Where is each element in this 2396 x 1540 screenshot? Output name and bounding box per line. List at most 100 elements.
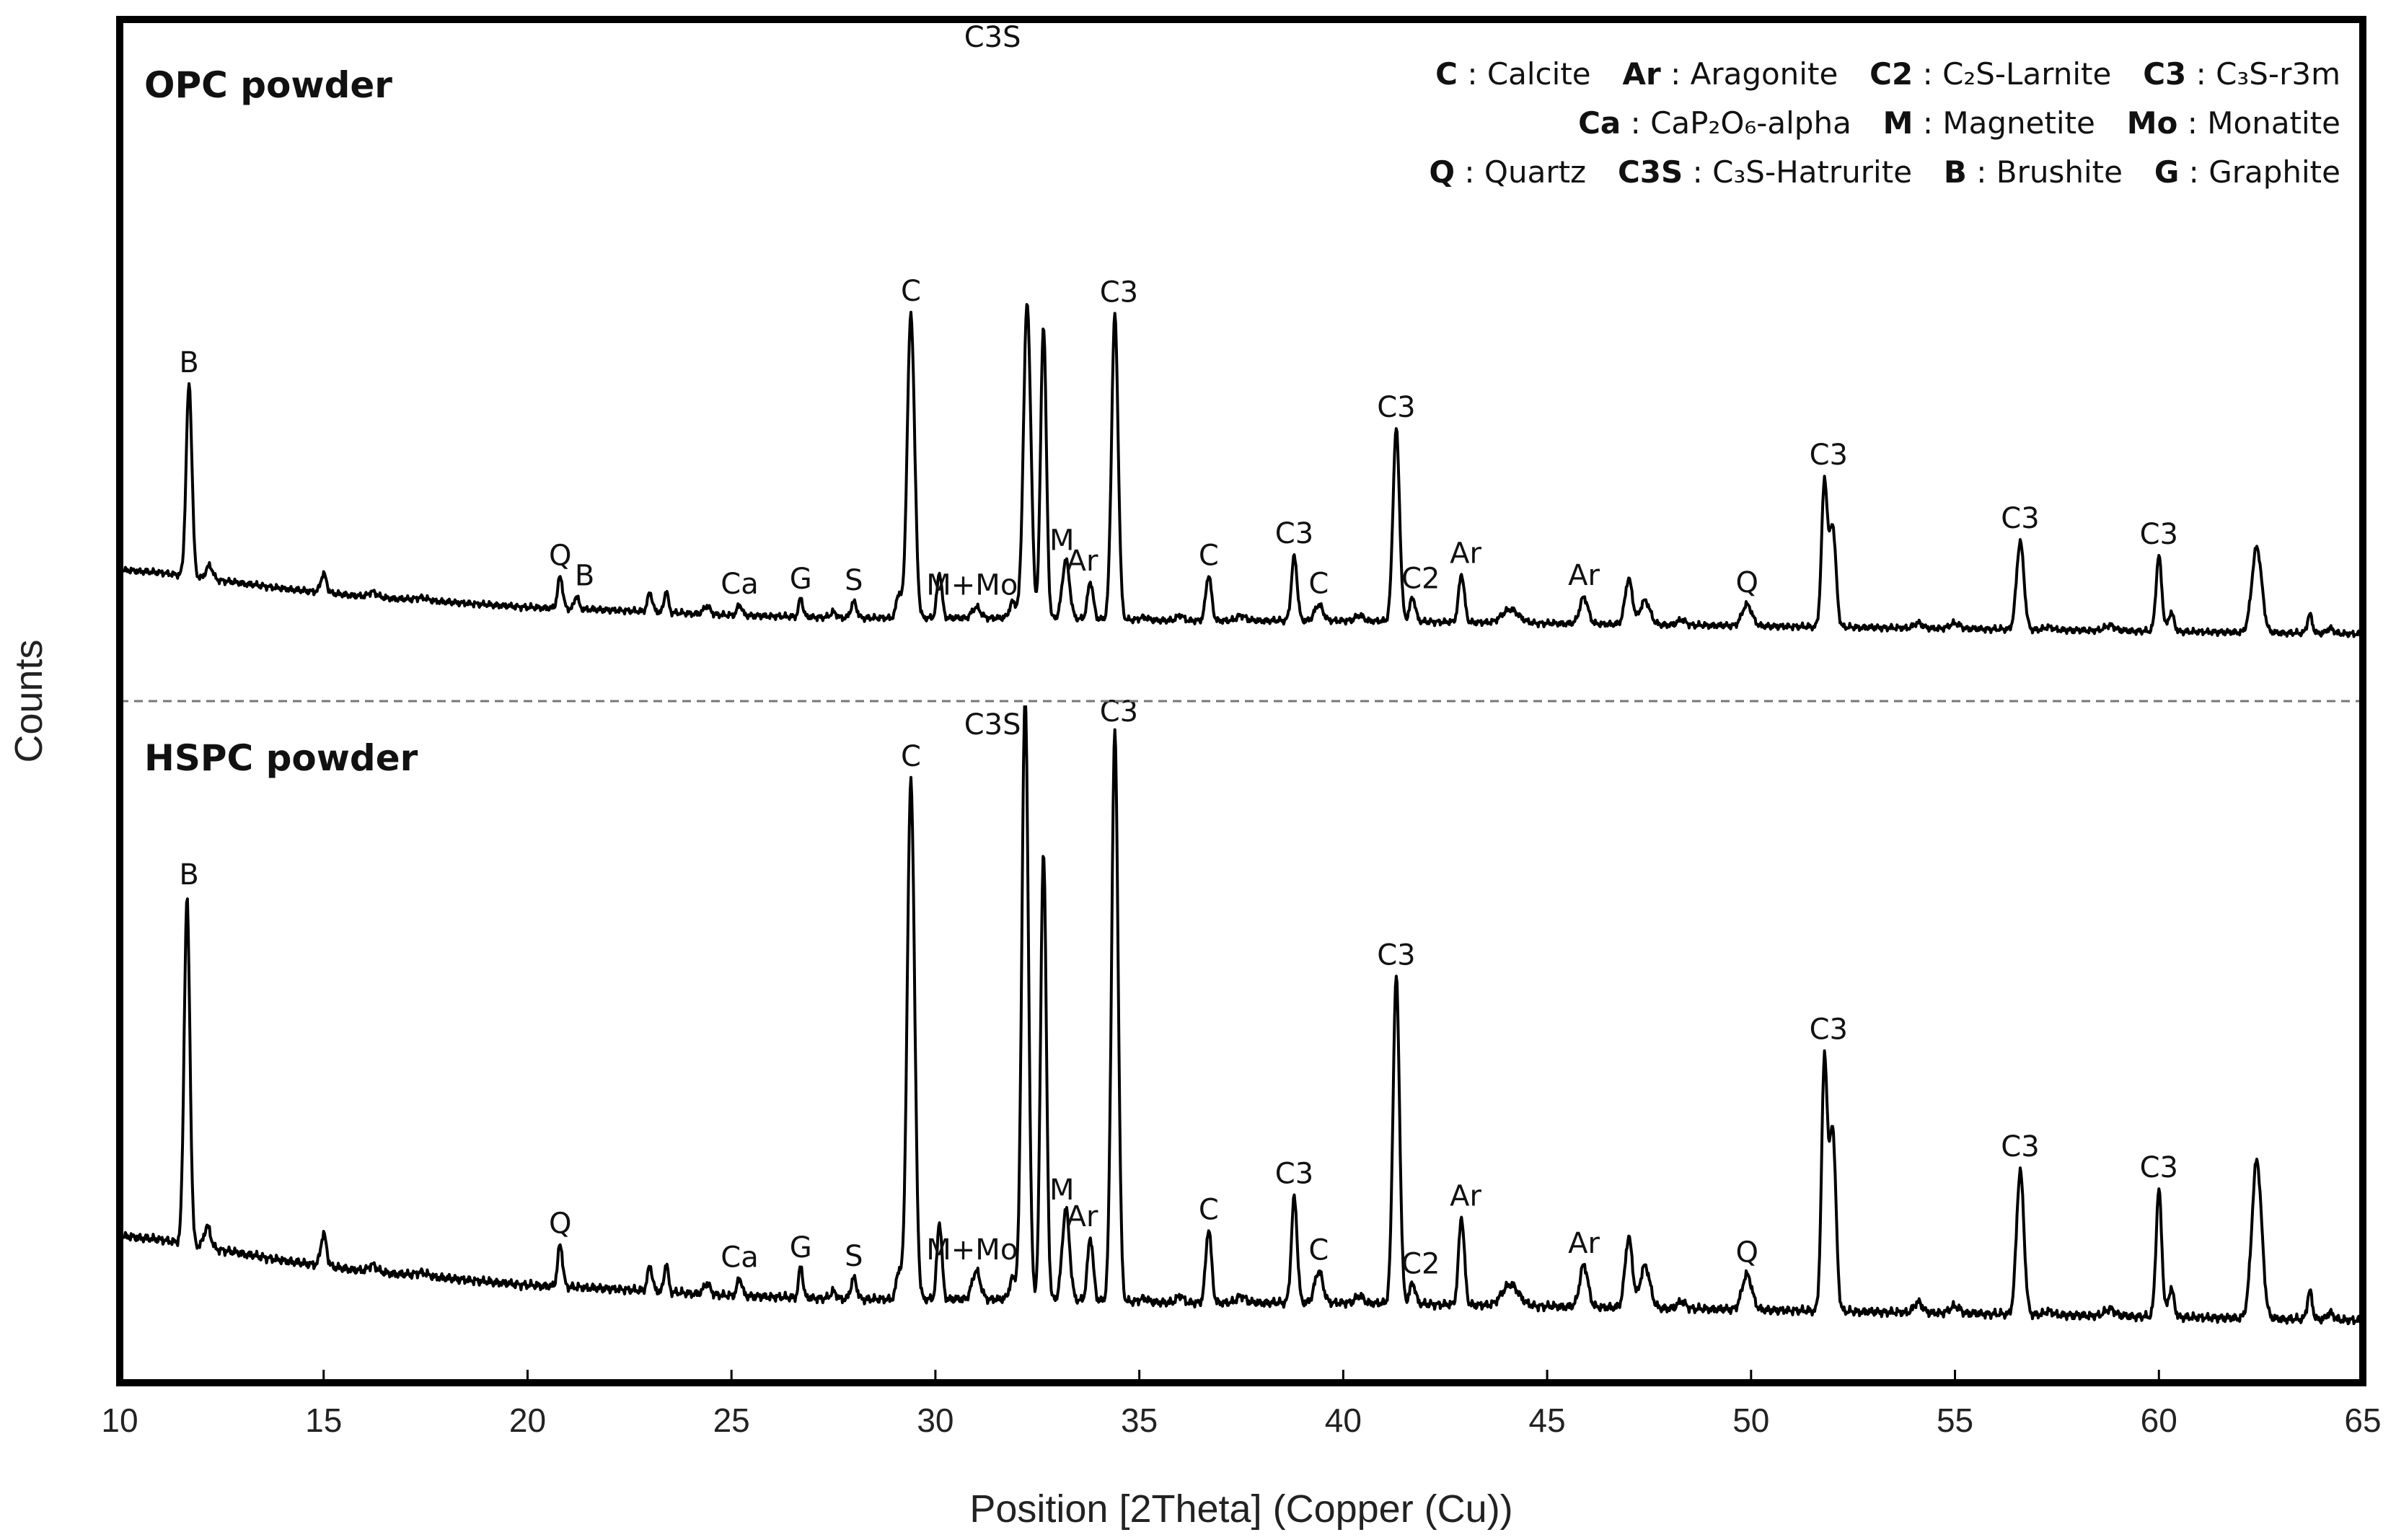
peak-label: C3 [1377, 938, 1415, 972]
peak-label: C [901, 275, 921, 308]
x-tick-label: 65 [2344, 1402, 2381, 1439]
peak-label: M [1049, 524, 1075, 558]
legend-key: Ar [1591, 56, 1661, 92]
legend-row: Ca : CaP₂O₆-alpha M : Magnetite Mo : Mon… [1578, 105, 2340, 141]
y-axis-title: Counts [7, 639, 50, 762]
peak-label: B [179, 858, 198, 892]
peak-label: C3 [2001, 1130, 2039, 1163]
peak-label: B [575, 559, 594, 592]
legend-separator: : [1913, 56, 1942, 92]
series-line-opc [120, 303, 2363, 638]
x-tick-label: 55 [1937, 1402, 1973, 1439]
peak-label: C3 [1810, 1013, 1848, 1047]
legend-description: Aragonite [1691, 56, 1838, 92]
peak-label: C [1308, 567, 1329, 600]
legend-description: Graphite [2208, 154, 2340, 190]
peak-label: S [845, 564, 863, 597]
peak-label: C3 [2140, 518, 2178, 551]
peak-label: C3 [1100, 276, 1138, 309]
legend-key: C2 [1838, 56, 1913, 92]
legend-key: G [2123, 154, 2179, 190]
peak-label: C3 [1810, 439, 1848, 472]
legend-separator: : [1967, 154, 1996, 190]
panel-title-opc: OPC powder [144, 64, 392, 106]
legend: C : Calcite Ar : Aragonite C2 : C₂S-Larn… [1429, 56, 2340, 190]
peak-label: Ar [1568, 559, 1600, 592]
peak-label: C [1199, 1193, 1219, 1226]
peak-label: C3 [1377, 391, 1415, 424]
legend-separator: : [2177, 105, 2207, 141]
legend-key: B [1912, 154, 1967, 190]
legend-description: C₂S-Larnite [1942, 56, 2111, 92]
legend-separator: : [2186, 56, 2216, 92]
x-tick-label: 50 [1732, 1402, 1769, 1439]
x-tick-label: 60 [2141, 1402, 2177, 1439]
peak-label: G [790, 1231, 812, 1264]
peak-label: Q [1735, 1236, 1758, 1269]
peak-label: Ar [1067, 545, 1098, 578]
x-tick-label: 20 [509, 1402, 546, 1439]
x-axis-ticks: 10 15 20 25 30 35 40 45 50 55 60 65 [101, 1370, 2382, 1439]
legend-description: Magnetite [1942, 105, 2095, 141]
x-tick-label: 45 [1529, 1402, 1566, 1439]
peak-label: C3 [2140, 1151, 2178, 1184]
x-tick-label: 35 [1121, 1402, 1158, 1439]
plot-frame [116, 16, 2366, 1386]
peak-label: C3 [1275, 1158, 1313, 1191]
legend-description: CaP₂O₆-alpha [1650, 105, 1851, 141]
peak-label: Q [549, 539, 571, 572]
x-tick-label: 10 [101, 1402, 138, 1439]
legend-key: M [1851, 105, 1913, 141]
legend-key: C3 [2111, 56, 2186, 92]
legend-separator: : [1683, 154, 1712, 190]
peak-label: C [1199, 539, 1219, 572]
peak-label: C2 [1401, 562, 1440, 595]
panel-title-hspc: HSPC powder [144, 737, 418, 779]
legend-key: C [1435, 56, 1458, 92]
x-tick-label: 40 [1325, 1402, 1362, 1439]
x-tick-label: 15 [305, 1402, 342, 1439]
legend-separator: : [2179, 154, 2208, 190]
peak-label: C3 [2001, 502, 2039, 535]
peak-label: Ar [1450, 1180, 1481, 1213]
peak-label: B [179, 346, 198, 379]
peak-label: Ca [721, 1241, 758, 1275]
legend-key: Ca [1578, 105, 1621, 141]
peak-label: C3S [964, 21, 1021, 54]
x-tick-label: 25 [713, 1402, 750, 1439]
peak-label: Ar [1568, 1227, 1600, 1260]
peak-label: C3 [1275, 517, 1313, 550]
peak-label: Ca [721, 568, 758, 601]
peak-label: M+Mo [926, 1233, 1018, 1267]
x-axis-title: Position [2Theta] (Copper (Cu)) [969, 1487, 1512, 1531]
legend-description: Monatite [2207, 105, 2340, 141]
x-tick-label: 30 [917, 1402, 953, 1439]
legend-separator: : [1913, 105, 1942, 141]
legend-description: Brushite [1996, 154, 2123, 190]
legend-separator: : [1621, 105, 1650, 141]
peak-label: C [1308, 1233, 1329, 1267]
peak-label: M+Mo [926, 569, 1018, 602]
peak-label: C3S [964, 708, 1021, 742]
legend-key: C3S [1586, 154, 1683, 190]
peak-label: G [790, 563, 812, 596]
legend-separator: : [1455, 154, 1484, 190]
series-line-hspc [120, 705, 2363, 1326]
legend-key: Mo [2095, 105, 2178, 141]
legend-row: C : Calcite Ar : Aragonite C2 : C₂S-Larn… [1435, 56, 2340, 92]
legend-description: C₃S-Hatrurite [1712, 154, 1912, 190]
peak-label: C [901, 740, 921, 773]
legend-description: Quartz [1484, 154, 1586, 190]
peak-label: S [845, 1240, 863, 1273]
legend-description: C₃S-r3m [2216, 56, 2340, 92]
legend-key: Q [1429, 154, 1455, 190]
peak-label: M [1049, 1174, 1075, 1207]
peak-label: Q [549, 1207, 571, 1241]
legend-row: Q : Quartz C3S : C₃S-Hatrurite B : Brush… [1429, 154, 2340, 190]
peak-label: Ar [1450, 537, 1481, 570]
legend-separator: : [1661, 56, 1691, 92]
legend-description: Calcite [1487, 56, 1591, 92]
